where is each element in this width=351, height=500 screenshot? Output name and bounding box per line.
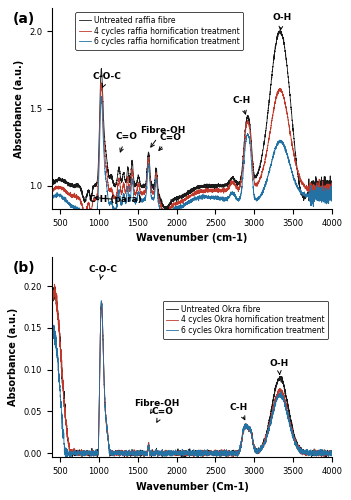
6 cycles Okra hornification treatment (224, 446, 229, 452)
6 cycles raffia hornification treatment (128, 196, 132, 202)
4 cycles raffia hornification treatment (330, 184, 334, 190)
Text: O-H: O-H (269, 360, 289, 374)
Line: 6 cycles Okra hornification treatment: 6 cycles Okra hornification treatment (52, 301, 332, 463)
4 cycles raffia hornification treatment (304, 184, 308, 190)
6 cycles raffia hornification treatment (224, 196, 229, 202)
Y-axis label: Absorbance (a.u.): Absorbance (a.u.) (14, 60, 24, 158)
Legend: Untreated raffia fibre, 4 cycles raffia hornification treatment, 6 cycles raffia: Untreated raffia fibre, 4 cycles raffia … (75, 12, 243, 50)
4 cycles Okra hornification treatment (128, 450, 132, 456)
Line: Untreated Okra fibre: Untreated Okra fibre (52, 287, 332, 458)
Untreated Okra fibre (330, 451, 334, 457)
Untreated raffia fibre (164, 207, 168, 213)
Untreated raffia fibre (330, 184, 334, 190)
Line: Untreated raffia fibre: Untreated raffia fibre (52, 31, 332, 210)
Untreated raffia fibre (224, 182, 229, 188)
Untreated Okra fibre (110, 448, 114, 454)
Text: (b): (b) (13, 261, 35, 275)
Line: 6 cycles raffia hornification treatment: 6 cycles raffia hornification treatment (52, 96, 332, 229)
4 cycles raffia hornification treatment (128, 188, 132, 194)
6 cycles Okra hornification treatment (99, 298, 104, 304)
6 cycles raffia hornification treatment (50, 196, 54, 202)
4 cycles raffia hornification treatment (99, 80, 104, 86)
Text: C-O-C: C-O-C (88, 265, 118, 280)
Text: Fibre-OH: Fibre-OH (134, 398, 180, 413)
4 cycles raffia hornification treatment (50, 188, 54, 194)
Untreated raffia fibre (50, 180, 54, 186)
Untreated raffia fibre (219, 183, 224, 189)
Untreated raffia fibre (304, 194, 308, 200)
6 cycles raffia hornification treatment (330, 194, 334, 200)
6 cycles raffia hornification treatment (99, 94, 104, 100)
6 cycles Okra hornification treatment (219, 449, 224, 455)
X-axis label: Wavenumber (Cm-1): Wavenumber (Cm-1) (135, 482, 249, 492)
4 cycles Okra hornification treatment (330, 450, 334, 456)
6 cycles Okra hornification treatment (330, 448, 334, 454)
Untreated Okra fibre (304, 451, 308, 457)
4 cycles Okra hornification treatment (110, 448, 114, 454)
4 cycles Okra hornification treatment (50, 296, 54, 302)
4 cycles Okra hornification treatment (192, 454, 196, 460)
4 cycles Okra hornification treatment (219, 450, 224, 456)
4 cycles raffia hornification treatment (219, 188, 224, 194)
4 cycles raffia hornification treatment (164, 212, 168, 218)
Text: C-O-C: C-O-C (92, 72, 121, 88)
Text: O-H: O-H (272, 13, 291, 30)
Untreated raffia fibre (128, 178, 132, 184)
6 cycles Okra hornification treatment (330, 448, 334, 454)
Untreated raffia fibre (110, 176, 114, 182)
Text: (a): (a) (13, 12, 35, 26)
Text: C=O: C=O (152, 407, 174, 422)
Untreated Okra fibre (52, 284, 57, 290)
6 cycles Okra hornification treatment (65, 460, 69, 466)
4 cycles Okra hornification treatment (224, 450, 229, 456)
4 cycles raffia hornification treatment (224, 188, 229, 194)
4 cycles Okra hornification treatment (52, 281, 57, 287)
Untreated raffia fibre (278, 28, 283, 34)
Text: C-H: C-H (233, 96, 251, 114)
6 cycles raffia hornification treatment (219, 196, 224, 202)
6 cycles raffia hornification treatment (330, 184, 334, 190)
Line: 4 cycles raffia hornification treatment: 4 cycles raffia hornification treatment (52, 83, 332, 216)
Untreated Okra fibre (50, 298, 54, 304)
Legend: Untreated Okra fibre, 4 cycles Okra hornification treatment, 6 cycles Okra horni: Untreated Okra fibre, 4 cycles Okra horn… (163, 301, 328, 339)
4 cycles Okra hornification treatment (330, 448, 334, 454)
Line: 4 cycles Okra hornification treatment: 4 cycles Okra hornification treatment (52, 284, 332, 458)
Untreated Okra fibre (224, 449, 229, 455)
6 cycles Okra hornification treatment (50, 334, 54, 340)
Text: C=O: C=O (159, 133, 181, 150)
Y-axis label: Absorbance (a.u.): Absorbance (a.u.) (8, 308, 18, 406)
Text: C-H: C-H (230, 403, 248, 419)
6 cycles raffia hornification treatment (110, 202, 114, 207)
6 cycles Okra hornification treatment (304, 448, 308, 454)
Untreated Okra fibre (128, 450, 132, 456)
Text: C=O: C=O (115, 132, 137, 152)
Text: Fibre-OH: Fibre-OH (140, 126, 185, 147)
6 cycles Okra hornification treatment (128, 452, 132, 458)
X-axis label: Wavenumber (cm-1): Wavenumber (cm-1) (137, 233, 248, 243)
Untreated Okra fibre (160, 454, 165, 460)
6 cycles raffia hornification treatment (82, 226, 86, 232)
Untreated raffia fibre (330, 181, 334, 187)
Untreated Okra fibre (330, 450, 334, 456)
4 cycles raffia hornification treatment (110, 189, 114, 195)
Text: C-H (para): C-H (para) (88, 195, 141, 204)
6 cycles Okra hornification treatment (110, 450, 114, 456)
4 cycles raffia hornification treatment (330, 197, 334, 203)
6 cycles raffia hornification treatment (304, 191, 308, 197)
Untreated Okra fibre (219, 449, 224, 455)
4 cycles Okra hornification treatment (304, 447, 308, 453)
